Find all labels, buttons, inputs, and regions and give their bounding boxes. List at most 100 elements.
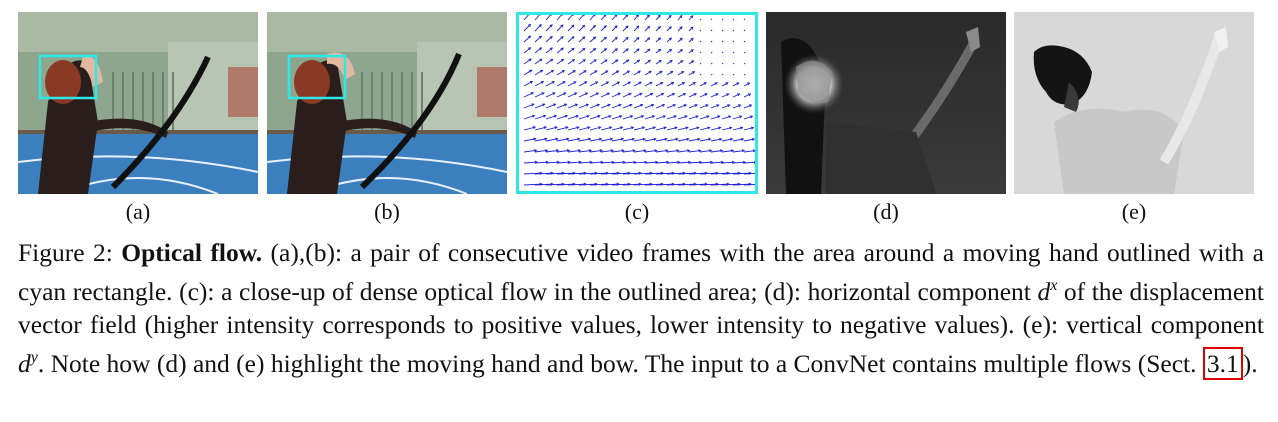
- flow-arrow: [600, 70, 608, 76]
- flow-arrow: [523, 58, 532, 65]
- flow-arrow: [633, 104, 643, 109]
- flow-arrow-head: [528, 58, 532, 62]
- flow-arrow-head: [626, 59, 630, 63]
- flow-arrow-head: [571, 58, 576, 62]
- flow-arrow: [523, 24, 531, 32]
- flow-arrow-head: [716, 104, 720, 108]
- flow-arrow: [688, 104, 698, 109]
- flow-arrow-head: [668, 14, 672, 18]
- flow-arrow: [699, 18, 702, 21]
- flow-arrow: [743, 29, 746, 32]
- flow-arrow: [545, 161, 560, 164]
- flow-arrow-head: [573, 81, 577, 85]
- flow-arrow-head: [618, 103, 622, 107]
- flow-arrow-head: [675, 137, 679, 141]
- flow-arrow: [545, 81, 555, 87]
- flow-arrow-head: [528, 47, 532, 51]
- flow-arrow-head: [685, 126, 689, 130]
- flow-arrow: [677, 49, 683, 54]
- flow-arrow: [545, 103, 556, 109]
- flow-arrow: [688, 15, 694, 21]
- flow-arrow: [622, 25, 629, 32]
- flow-arrow: [655, 26, 661, 32]
- flow-arrow: [622, 161, 636, 164]
- flow-arrow: [677, 104, 687, 109]
- flow-arrow-head: [565, 126, 569, 130]
- flow-arrow-head: [682, 93, 687, 96]
- flow-vector-field: [516, 12, 758, 194]
- flow-arrow-head: [550, 69, 555, 73]
- flow-arrow-head: [561, 70, 566, 73]
- flow-arrow: [655, 115, 666, 120]
- flow-arrow: [644, 104, 654, 109]
- flow-arrow-head: [593, 59, 597, 63]
- flow-arrow: [534, 161, 549, 164]
- flow-arrow: [743, 73, 746, 76]
- flow-arrow: [545, 92, 556, 98]
- flow-arrow: [688, 183, 707, 186]
- flow-arrow: [589, 115, 601, 120]
- flow-arrow: [710, 183, 729, 186]
- caption-text-2: of the displacement vector field (higher…: [18, 277, 1264, 339]
- flow-arrow: [600, 149, 614, 153]
- flow-arrow: [534, 69, 543, 76]
- flow-arrow-head: [544, 137, 548, 141]
- flow-arrow-head: [714, 82, 718, 86]
- flow-arrow-head: [542, 114, 547, 118]
- flow-arrow: [611, 92, 621, 98]
- flow-arrow-head: [605, 70, 609, 74]
- flow-arrow: [556, 24, 564, 32]
- flow-arrow-head: [609, 126, 613, 130]
- flow-arrow-head: [609, 137, 614, 141]
- flow-arrow-head: [606, 92, 611, 96]
- flow-arrow: [677, 37, 683, 43]
- flow-arrow: [732, 62, 735, 65]
- panel-a-video-frame: [18, 12, 258, 194]
- flow-arrow-head: [631, 137, 636, 141]
- flow-arrow: [534, 183, 553, 186]
- flow-arrow: [655, 172, 674, 175]
- section-ref-link[interactable]: 3.1: [1202, 347, 1243, 380]
- flow-arrow: [545, 183, 564, 186]
- flow-arrow: [633, 25, 640, 32]
- flow-arrow: [732, 93, 740, 98]
- flow-arrow: [578, 92, 588, 98]
- flow-arrow-head: [542, 103, 546, 107]
- flow-arrow-head: [619, 126, 624, 130]
- flow-arrow-head: [585, 103, 590, 107]
- flow-arrow-head: [715, 93, 719, 97]
- flow-arrow-head: [750, 126, 755, 130]
- flow-arrow: [622, 70, 630, 76]
- flow-arrow: [644, 81, 653, 87]
- flow-arrow: [589, 149, 603, 153]
- flow-arrow-head: [614, 48, 618, 52]
- flow-arrow-head: [626, 70, 631, 74]
- flow-arrow: [655, 70, 663, 76]
- flow-arrow: [721, 40, 724, 43]
- flow-arrow: [534, 115, 546, 120]
- flow-arrow: [710, 127, 721, 131]
- flow-arrow: [644, 126, 656, 131]
- flow-arrow: [699, 93, 708, 98]
- flow-arrow: [688, 38, 694, 43]
- flow-arrow-head: [577, 149, 582, 153]
- flow-arrow: [633, 81, 642, 87]
- flow-arrow: [622, 138, 635, 142]
- flow-arrow: [556, 47, 564, 54]
- flow-arrow: [655, 161, 669, 164]
- flow-arrow: [578, 149, 592, 153]
- flow-arrow-head: [695, 115, 699, 119]
- flow-arrow: [611, 138, 624, 142]
- flow-arrow: [545, 58, 554, 65]
- flow-arrow-head: [718, 126, 722, 130]
- flow-arrow: [578, 183, 597, 186]
- flow-arrow: [666, 60, 673, 65]
- flow-arrow-head: [599, 149, 603, 153]
- flow-arrow: [611, 149, 625, 153]
- flow-arrow: [523, 47, 531, 54]
- flow-arrow-head: [538, 35, 543, 39]
- flow-arrow: [622, 115, 633, 120]
- flow-arrow: [600, 36, 607, 43]
- flow-arrow: [732, 183, 751, 186]
- flow-arrow: [611, 25, 618, 32]
